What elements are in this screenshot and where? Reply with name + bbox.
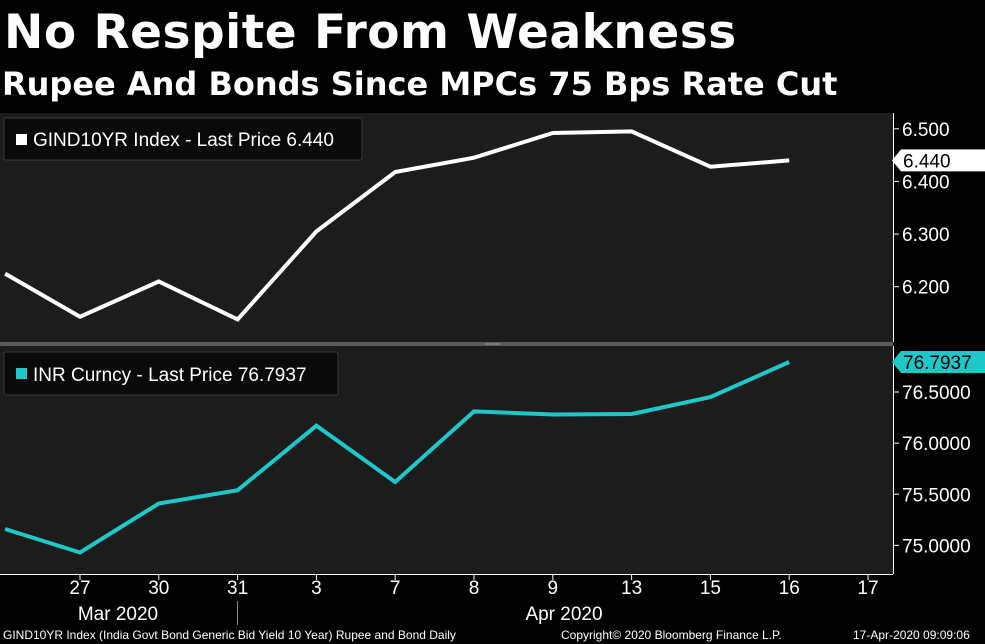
rupee-y-tick-label: 75.0000 bbox=[902, 536, 971, 557]
bond-legend-swatch bbox=[16, 134, 27, 145]
x-tick-label: 7 bbox=[390, 578, 401, 599]
x-tick-label: 8 bbox=[469, 578, 480, 599]
chart-title: No Respite From Weakness bbox=[4, 5, 737, 60]
x-tick-label: 15 bbox=[700, 578, 721, 599]
month-label-apr: Apr 2020 bbox=[525, 604, 602, 625]
rupee-y-ticks: 76.5000 76.0000 75.5000 75.0000 bbox=[893, 383, 971, 557]
bond-last-price-tag: 6.440 bbox=[892, 149, 985, 172]
rupee-last-price-label: 76.7937 bbox=[903, 353, 972, 374]
bond-y-tick-label: 6.200 bbox=[902, 278, 950, 299]
chart-area: 6.500 6.400 6.300 6.200 76.5000 76.0000 75.50… bbox=[0, 113, 985, 625]
x-tick-label: 9 bbox=[548, 578, 559, 599]
footer-timestamp: 17-Apr-2020 09:09:06 bbox=[853, 628, 970, 642]
footer-copyright: Copyright© 2020 Bloomberg Finance L.P. bbox=[561, 628, 782, 642]
bond-legend-text: GIND10YR Index - Last Price 6.440 bbox=[33, 130, 334, 151]
x-tick-label: 27 bbox=[69, 578, 90, 599]
chart-subtitle: Rupee And Bonds Since MPCs 75 Bps Rate C… bbox=[2, 65, 838, 103]
x-tick-label: 30 bbox=[148, 578, 169, 599]
rupee-series-line bbox=[4, 360, 791, 555]
month-label-mar: Mar 2020 bbox=[78, 604, 158, 625]
rupee-y-tick-label: 76.5000 bbox=[902, 383, 971, 404]
rupee-legend-swatch bbox=[16, 368, 27, 379]
footer-description: GIND10YR Index (India Govt Bond Generic … bbox=[3, 628, 456, 642]
rupee-y-tick-label: 75.5000 bbox=[902, 485, 971, 506]
panel-separator[interactable] bbox=[0, 342, 893, 346]
x-tick-label: 17 bbox=[857, 578, 878, 599]
bond-y-tick-label: 6.400 bbox=[902, 172, 950, 193]
x-ticks: 27 30 31 3 7 8 9 13 15 16 17 bbox=[69, 574, 879, 599]
x-tick-label: 13 bbox=[621, 578, 642, 599]
bond-y-tick-label: 6.500 bbox=[902, 120, 950, 141]
bond-y-tick-label: 6.300 bbox=[902, 225, 950, 246]
bond-series-line bbox=[4, 129, 790, 322]
rupee-legend[interactable]: INR Curncy - Last Price 76.7937 bbox=[3, 351, 339, 396]
x-tick-label: 31 bbox=[227, 578, 248, 599]
rupee-last-price-tag: 76.7937 bbox=[892, 350, 985, 374]
x-tick-label: 16 bbox=[779, 578, 800, 599]
bond-legend[interactable]: GIND10YR Index - Last Price 6.440 bbox=[3, 117, 363, 161]
bond-last-price-label: 6.440 bbox=[903, 151, 951, 172]
rupee-legend-text: INR Curncy - Last Price 76.7937 bbox=[33, 365, 307, 386]
x-tick-label: 3 bbox=[311, 578, 322, 599]
rupee-y-tick-label: 76.0000 bbox=[902, 434, 971, 455]
bond-y-ticks: 6.500 6.400 6.300 6.200 bbox=[893, 120, 950, 299]
